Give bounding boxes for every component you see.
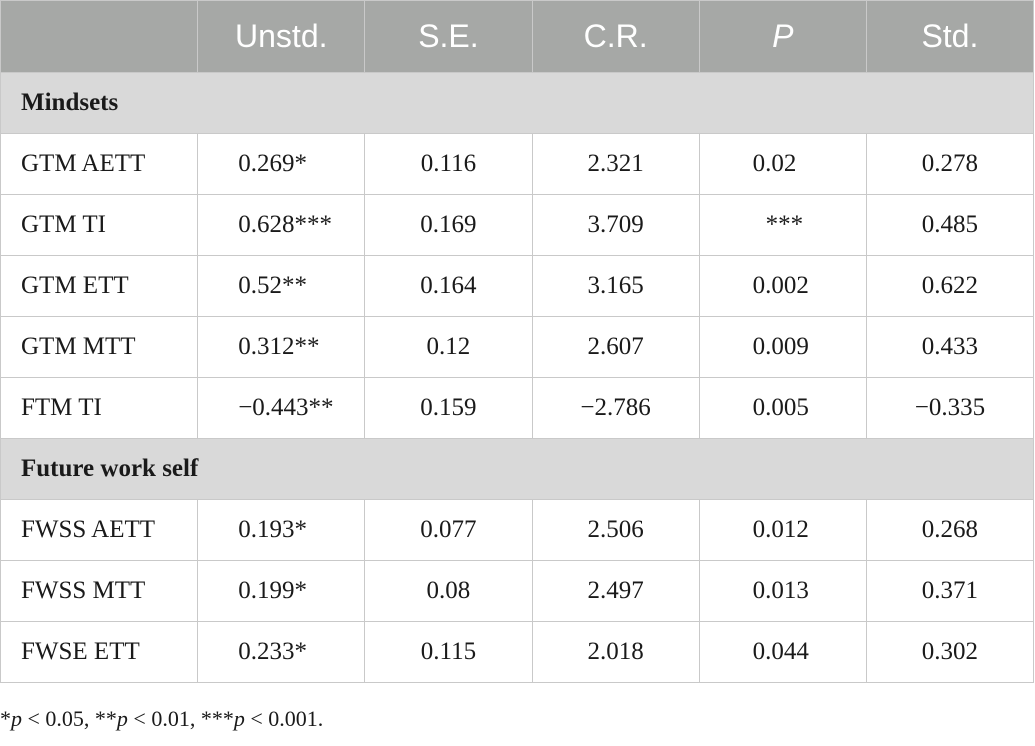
p-cell: 0.044 (698, 621, 867, 683)
footnote-p-1: p (11, 706, 22, 731)
row-label: GTM ETT (0, 255, 199, 317)
std-cell: 0.371 (865, 560, 1035, 622)
row-label: FWSS MTT (0, 560, 199, 622)
header-p: P (698, 0, 867, 73)
p-cell: 0.013 (698, 560, 867, 622)
row-label: FWSE ETT (0, 621, 199, 683)
row-label: GTM MTT (0, 316, 199, 378)
unstd-cell: 0.52** (197, 255, 366, 317)
section-title: Future work self (0, 438, 1034, 500)
p-cell: *** (698, 194, 867, 256)
header-se: S.E. (364, 0, 533, 73)
footnote-p-3: p (233, 706, 245, 731)
se-cell: 0.08 (364, 560, 533, 622)
row-label: FWSS AETT (0, 499, 199, 561)
std-cell: 0.268 (865, 499, 1035, 561)
p-cell: 0.002 (698, 255, 867, 317)
header-cr: C.R. (531, 0, 700, 73)
footnote-threshold-3: < 0.001. (244, 706, 324, 731)
p-cell: 0.009 (698, 316, 867, 378)
header-unstd: Unstd. (197, 0, 366, 73)
section-row-future-work-self: Future work self (0, 438, 1034, 500)
table-row: FWSS MTT 0.199* 0.08 2.497 0.013 0.371 (0, 560, 1035, 622)
cr-cell: 2.018 (531, 621, 700, 683)
header-row: Unstd. S.E. C.R. P Std. (0, 0, 1035, 73)
table-row: GTM MTT 0.312** 0.12 2.607 0.009 0.433 (0, 316, 1035, 378)
se-cell: 0.077 (364, 499, 533, 561)
std-cell: 0.485 (865, 194, 1035, 256)
footnote-threshold-1: < 0.05, (22, 706, 95, 731)
row-label: FTM TI (0, 377, 199, 439)
table-row: GTM AETT 0.269* 0.116 2.321 0.02 0.278 (0, 133, 1035, 195)
footnote-stars-3: *** (200, 706, 234, 731)
se-cell: 0.115 (364, 621, 533, 683)
unstd-cell: 0.628*** (197, 194, 366, 256)
unstd-cell: 0.269* (197, 133, 366, 195)
cr-cell: 2.607 (531, 316, 700, 378)
unstd-cell: 0.193* (197, 499, 366, 561)
se-cell: 0.164 (364, 255, 533, 317)
std-cell: 0.302 (865, 621, 1035, 683)
se-cell: 0.12 (364, 316, 533, 378)
header-std: Std. (865, 0, 1035, 73)
cr-cell: 3.709 (531, 194, 700, 256)
p-cell: 0.012 (698, 499, 867, 561)
table-row: FWSE ETT 0.233* 0.115 2.018 0.044 0.302 (0, 621, 1035, 683)
p-cell: 0.005 (698, 377, 867, 439)
cr-cell: 2.497 (531, 560, 700, 622)
section-title: Mindsets (0, 72, 1034, 134)
header-empty (0, 0, 199, 73)
unstd-cell: 0.233* (197, 621, 366, 683)
se-cell: 0.169 (364, 194, 533, 256)
results-table: Unstd. S.E. C.R. P Std. Mindsets GTM AET… (0, 0, 1035, 683)
cr-cell: 2.321 (531, 133, 700, 195)
std-cell: 0.278 (865, 133, 1035, 195)
se-cell: 0.116 (364, 133, 533, 195)
cr-cell: 3.165 (531, 255, 700, 317)
std-cell: 0.622 (865, 255, 1035, 317)
footnote-p-2: p (116, 706, 128, 731)
unstd-cell: −0.443** (197, 377, 366, 439)
table-row: GTM TI 0.628*** 0.169 3.709 *** 0.485 (0, 194, 1035, 256)
table-row: FWSS AETT 0.193* 0.077 2.506 0.012 0.268 (0, 499, 1035, 561)
p-cell: 0.02 (698, 133, 867, 195)
section-row-mindsets: Mindsets (0, 72, 1034, 134)
footnote-stars-2: ** (94, 706, 117, 731)
cr-cell: −2.786 (531, 377, 700, 439)
table-footnote: *p < 0.05, **p < 0.01, ***p < 0.001. (0, 706, 323, 732)
std-cell: 0.433 (865, 316, 1035, 378)
unstd-cell: 0.199* (197, 560, 366, 622)
unstd-cell: 0.312** (197, 316, 366, 378)
footnote-stars-1: * (0, 706, 11, 731)
table-row: GTM ETT 0.52** 0.164 3.165 0.002 0.622 (0, 255, 1035, 317)
table-row: FTM TI −0.443** 0.159 −2.786 0.005 −0.33… (0, 377, 1035, 439)
footnote-threshold-2: < 0.01, (127, 706, 201, 731)
cr-cell: 2.506 (531, 499, 700, 561)
row-label: GTM AETT (0, 133, 199, 195)
std-cell: −0.335 (865, 377, 1035, 439)
se-cell: 0.159 (364, 377, 533, 439)
row-label: GTM TI (0, 194, 199, 256)
